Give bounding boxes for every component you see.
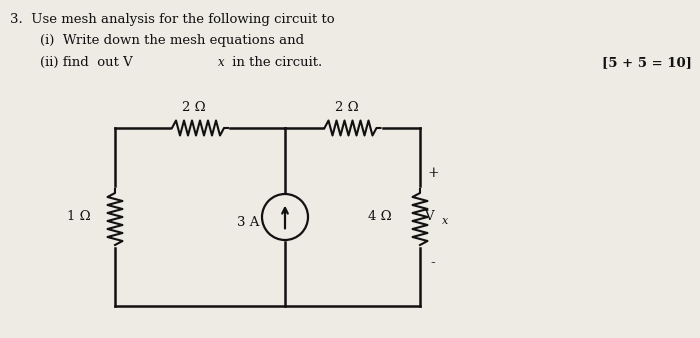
Text: 2 Ω: 2 Ω [182,101,206,114]
Text: (ii) find  out V: (ii) find out V [40,56,133,69]
Text: 3.  Use mesh analysis for the following circuit to: 3. Use mesh analysis for the following c… [10,13,335,26]
Text: -: - [430,256,435,270]
Text: x: x [218,56,225,69]
Text: +: + [427,166,439,180]
Text: V: V [424,211,433,223]
Text: [5 + 5 = 10]: [5 + 5 = 10] [602,56,692,69]
Text: (i)  Write down the mesh equations and: (i) Write down the mesh equations and [40,34,304,47]
Text: 3 A: 3 A [237,217,259,230]
Text: 1 Ω: 1 Ω [67,211,91,223]
Text: in the circuit.: in the circuit. [228,56,322,69]
Text: 2 Ω: 2 Ω [335,101,358,114]
Text: 4 Ω: 4 Ω [368,211,392,223]
Text: x: x [442,216,448,226]
